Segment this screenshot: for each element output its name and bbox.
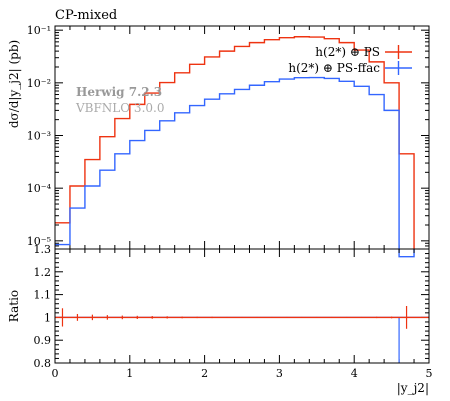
main-y-tick-label: 10⁻¹ bbox=[27, 24, 51, 37]
ratio-y-tick-label: 1.2 bbox=[34, 266, 52, 279]
main-axis-ticks: 10⁻¹ 10⁻² 10⁻³ 10⁻⁴ 10⁻⁵ bbox=[27, 24, 430, 250]
ratio-x-tick-label: 1 bbox=[126, 367, 133, 380]
main-series-1-line bbox=[55, 76, 415, 258]
ratio-x-tick-label: 2 bbox=[201, 367, 208, 380]
ratio-x-tick-label: 4 bbox=[351, 367, 358, 380]
main-y-axis-label: dσ/d|y_j2| (pb) bbox=[7, 40, 21, 128]
main-panel: 10⁻¹ 10⁻² 10⁻³ 10⁻⁴ 10⁻⁵ bbox=[27, 24, 430, 258]
legend-label-ps: h(2*) ⊕ PS bbox=[315, 45, 380, 59]
plot-title: CP-mixed bbox=[55, 8, 117, 23]
main-y-tick-label: 10⁻⁴ bbox=[27, 182, 52, 195]
main-frame bbox=[54, 25, 430, 250]
ratio-y-tick-label: 0.9 bbox=[34, 334, 52, 347]
ratio-y-axis-label: Ratio bbox=[7, 290, 21, 322]
ratio-series-group bbox=[55, 306, 429, 363]
main-series-group bbox=[55, 36, 415, 258]
ratio-panel: 0.8 0.9 1 1.1 1.2 1.3 0 1 2 3 4 5 bbox=[34, 243, 433, 380]
ratio-axis-ticks: 0.8 0.9 1 1.1 1.2 1.3 0 1 2 3 4 5 bbox=[34, 243, 433, 380]
ratio-x-tick-label: 5 bbox=[426, 367, 433, 380]
ratio-y-tick-label: 1.1 bbox=[34, 289, 52, 302]
main-series-0-line bbox=[55, 36, 415, 249]
legend: h(2*) ⊕ PS h(2*) ⊕ PS-ffac bbox=[288, 45, 412, 75]
ratio-y-tick-label: 1.3 bbox=[34, 243, 52, 256]
watermark-herwig: Herwig 7.2.3 bbox=[76, 85, 162, 99]
ratio-y-tick-label: 1 bbox=[44, 311, 51, 324]
ratio-frame bbox=[54, 248, 430, 364]
ratio-x-tick-label: 3 bbox=[276, 367, 283, 380]
x-axis-label: |y_j2| bbox=[397, 381, 429, 395]
ratio-x-tick-label: 0 bbox=[52, 367, 59, 380]
main-y-tick-label: 10⁻² bbox=[27, 77, 51, 90]
legend-label-ps-ffac: h(2*) ⊕ PS-ffac bbox=[288, 61, 380, 75]
ratio-y-tick-label: 0.8 bbox=[34, 357, 52, 370]
watermark-vbfnlo: VBFNLO 3.0.0 bbox=[75, 101, 164, 115]
main-y-tick-label: 10⁻⁵ bbox=[27, 235, 51, 248]
main-y-tick-label: 10⁻³ bbox=[27, 130, 51, 143]
